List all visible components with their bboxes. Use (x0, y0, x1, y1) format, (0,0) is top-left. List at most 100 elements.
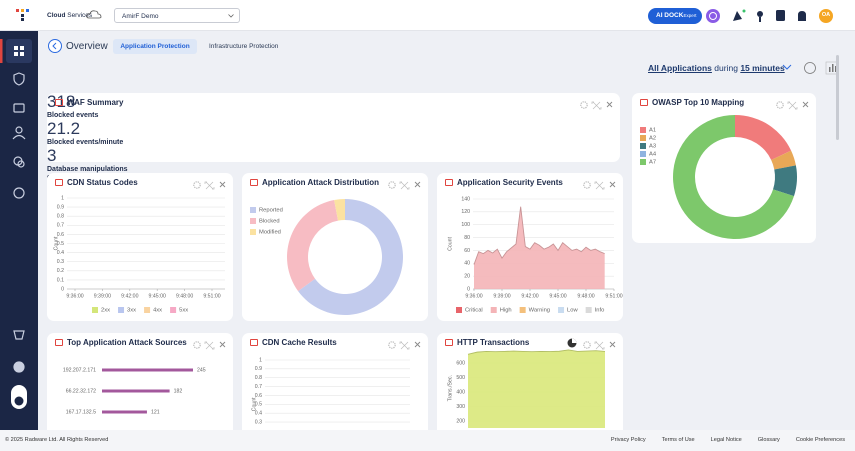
footer-link[interactable]: Terms of Use (661, 437, 695, 443)
ai-dock-button[interactable]: AI DOCKExpert (648, 8, 702, 24)
bar (102, 410, 147, 414)
y-tick-label: 500 (456, 375, 465, 381)
chart-1: 0 0.1 0.2 0.3 0.4 0.5 0.6 0.7 0.8 0.9 1 9:36:00 9:39… (53, 195, 225, 314)
scrollbar[interactable] (836, 55, 839, 140)
y-tick-label: 0 (61, 286, 64, 292)
y-tick-label: 0.9 (57, 204, 64, 210)
bar (102, 368, 193, 372)
chart-5: 0.3 0.4 0.5 0.6 0.7 0.8 0.9 1 Count (251, 357, 410, 425)
avatar[interactable]: OA (821, 12, 831, 18)
card-tools[interactable] (580, 100, 614, 110)
line (473, 206, 605, 265)
legend-label: Blocked (259, 219, 280, 225)
card-title: HTTP Transactions (457, 338, 530, 347)
content: Cloud Services AmirF Demo AI DOCKExpert … (0, 0, 855, 430)
legend-label: 2xx (101, 308, 110, 314)
logo (16, 9, 29, 21)
y-tick-label: 100 (461, 222, 470, 228)
waf-summary-card: WAF Summary 318 Blocked events 21.2 Blocked … (47, 92, 620, 278)
card-tools[interactable] (388, 340, 422, 350)
y-tick-label: 0.4 (255, 411, 262, 417)
x-tick-label: 9:45:00 (149, 293, 166, 299)
card-tools[interactable] (776, 100, 810, 110)
legend-label: Info (595, 308, 605, 314)
bar-category: 192.207.2.171 (63, 367, 96, 373)
y-tick-label: 600 (456, 360, 465, 366)
x-tick-label: 9:45:00 (549, 293, 566, 299)
legend-label: High (500, 308, 512, 314)
copyright: © 2025 Radware Ltd. All Rights Reserved (5, 437, 109, 443)
chart-6: 200 300 400 500 600 Trans./Sec. (447, 349, 606, 428)
legend-swatch (640, 151, 646, 157)
charts: A1A2A3A4A700.10.20.30.40.50.60.70.80.919… (53, 115, 798, 428)
tab[interactable]: Infrastructure Protection (209, 43, 279, 50)
bar-value-label: 121 (151, 409, 160, 415)
y-tick-label: 0.3 (255, 419, 262, 425)
y-tick-label: 300 (456, 404, 465, 410)
card-title: Top Application Attack Sources (67, 338, 187, 347)
legend-label: 4xx (153, 308, 162, 314)
y-tick-label: 0.2 (57, 268, 64, 274)
legend-swatch (92, 307, 98, 313)
tenant-select[interactable]: AmirF Demo (114, 8, 240, 23)
card-title: CDN Cache Results (262, 338, 337, 347)
y-tick-label: 0.7 (57, 223, 64, 229)
y-tick-label: 0.4 (57, 250, 64, 256)
card-tools[interactable] (193, 180, 227, 190)
chart-2: Reported Blocked Modified (250, 199, 404, 315)
y-tick-label: 200 (456, 418, 465, 424)
card-title: Application Security Events (457, 178, 563, 187)
legend-label: Warning (529, 308, 550, 314)
legend-label: Modified (259, 230, 281, 236)
y-tick-label: 0.9 (255, 366, 262, 372)
filter[interactable]: All Applications during 15 minutes (648, 63, 785, 73)
y-tick-label: 0.8 (57, 214, 64, 220)
y-axis-label: Count (251, 397, 257, 411)
pie-segment (673, 115, 794, 239)
y-tick-label: 0.5 (57, 241, 64, 247)
pie-segment (334, 199, 345, 221)
legend-label: A4 (649, 152, 657, 158)
sidebar-icons (0, 39, 32, 409)
card-tools[interactable] (583, 180, 617, 190)
stat-value: 318 (47, 92, 76, 111)
x-tick-label: 9:39:00 (493, 293, 510, 299)
x-tick-label: 9:36:00 (66, 293, 83, 299)
stat-value: 21.2 (47, 119, 81, 138)
pie-segment (298, 199, 404, 315)
back-button[interactable] (47, 38, 63, 54)
x-tick-label: 9:51:00 (605, 293, 622, 299)
legend-swatch (558, 307, 565, 313)
card-tools[interactable] (583, 340, 617, 350)
footer-link[interactable]: Glossary (757, 437, 780, 443)
y-axis-label: Count (53, 236, 59, 250)
chart-3: 0 20 40 60 80 100 120 140 9:36:00 9:39:00 9:42:00 9… (447, 196, 622, 313)
stat-value: 3 (47, 146, 57, 165)
footer-link[interactable]: Cookie Preferences (795, 437, 845, 443)
stat-label: Blocked events (47, 112, 99, 119)
y-tick-label: 0 (467, 286, 470, 292)
footer-link[interactable]: Privacy Policy (610, 437, 646, 443)
pie-segment (287, 200, 339, 292)
y-tick-label: 1 (61, 195, 64, 201)
legend-swatch (144, 307, 151, 313)
footer: © 2025 Radware Ltd. All Rights Reserved … (0, 430, 855, 451)
footer-link[interactable]: Legal Notice (710, 437, 742, 443)
card-tools[interactable] (193, 340, 227, 350)
legend-swatch (519, 307, 526, 313)
pie-segment (771, 150, 796, 170)
legend-swatch (250, 218, 256, 224)
legend-swatch (170, 307, 177, 313)
y-tick-label: 400 (456, 389, 465, 395)
footer-links: Privacy Policy Terms of Use Legal Notice Gl… (611, 437, 845, 443)
y-tick-label: 0.8 (255, 375, 262, 381)
legend-label: Reported (259, 208, 283, 214)
card-tools[interactable] (388, 180, 422, 190)
legend-swatch (640, 159, 646, 165)
tab-active[interactable]: Application Protection (113, 39, 197, 54)
brand: Cloud Services (47, 12, 93, 19)
legend-swatch (640, 143, 646, 149)
y-tick-label: 0.5 (255, 402, 262, 408)
filter-icons (782, 61, 839, 75)
legend-swatch (456, 307, 462, 313)
